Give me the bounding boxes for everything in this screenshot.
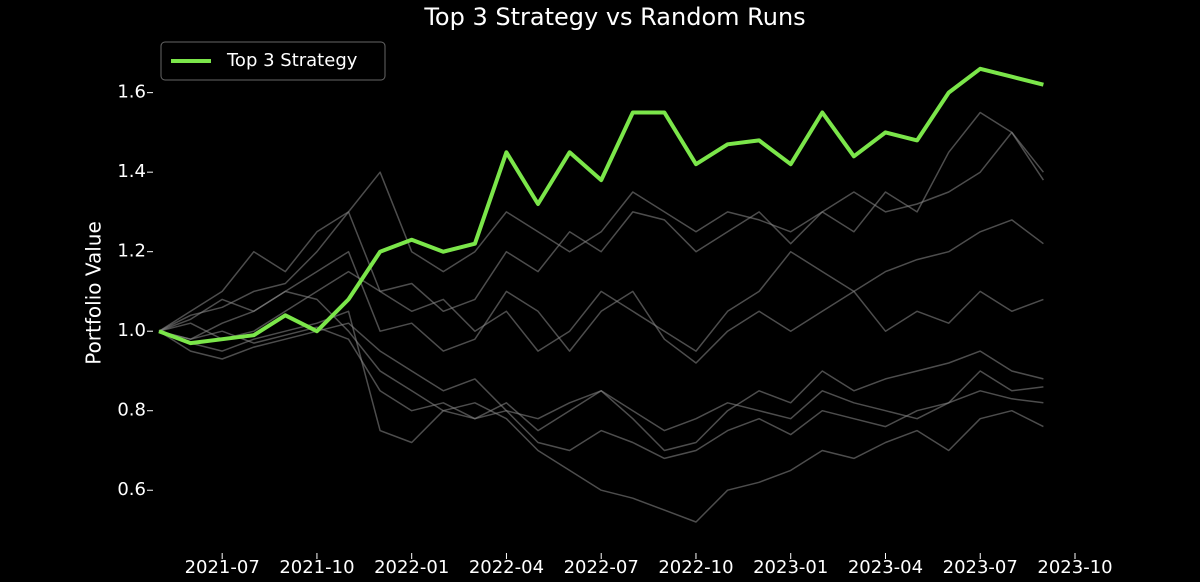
random-run-line xyxy=(158,219,1044,352)
chart-title: Top 3 Strategy vs Random Runs xyxy=(423,3,805,31)
x-tick-label: 2021-07 xyxy=(185,557,260,578)
y-axis-label: Portfolio Value xyxy=(82,221,106,365)
y-tick-label: 1.2 xyxy=(117,241,146,262)
legend-box xyxy=(160,41,386,81)
x-tick-label: 2023-10 xyxy=(1037,557,1112,578)
random-run-line xyxy=(158,310,1044,452)
x-tick-label: 2022-01 xyxy=(374,557,449,578)
x-tick-label: 2023-01 xyxy=(753,557,828,578)
x-tick-label: 2023-07 xyxy=(943,557,1018,578)
y-tick-label: 0.8 xyxy=(117,400,146,421)
strategy-line xyxy=(158,66,1044,346)
random-run-line xyxy=(158,326,1044,460)
y-tick-label: 0.6 xyxy=(117,479,146,500)
x-tick-label: 2022-07 xyxy=(564,557,639,578)
random-run-line xyxy=(158,111,1044,332)
random-run-line xyxy=(158,250,1044,364)
random-run-line xyxy=(158,290,1044,523)
y-tick-label: 1.4 xyxy=(117,161,146,182)
x-tick-label: 2022-10 xyxy=(658,557,733,578)
x-tick-label: 2022-04 xyxy=(469,557,544,578)
y-tick-label: 1.0 xyxy=(117,320,146,341)
x-tick-label: 2021-10 xyxy=(279,557,354,578)
random-run-line xyxy=(158,322,1044,432)
x-tick-label: 2023-04 xyxy=(848,557,923,578)
random-run-line xyxy=(158,131,1045,332)
y-tick-label: 1.6 xyxy=(117,82,146,103)
legend-label: Top 3 Strategy xyxy=(226,50,358,71)
